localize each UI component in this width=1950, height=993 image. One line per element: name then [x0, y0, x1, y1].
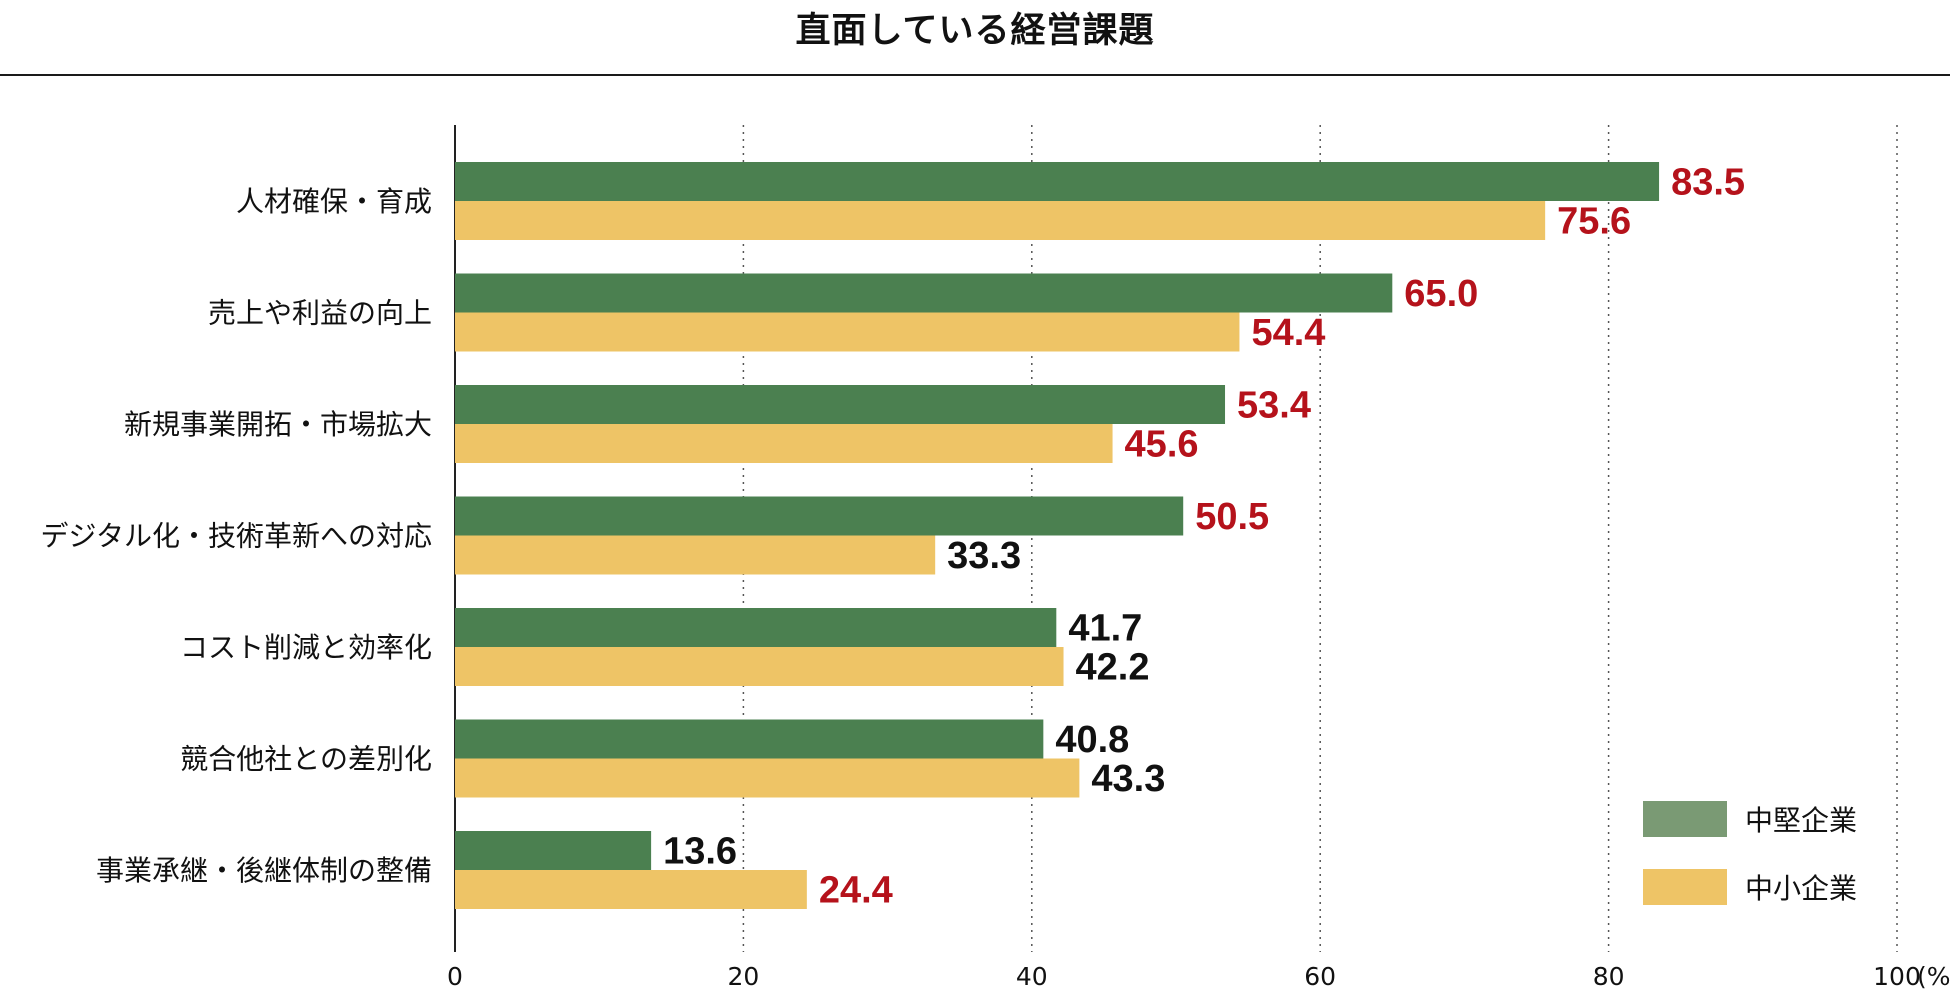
x-tick-label-60: 60: [1304, 962, 1336, 991]
category-label-1: 売上や利益の向上: [208, 297, 432, 330]
x-tick-label-20: 20: [727, 962, 759, 991]
value-label-chuken-3: 50.5: [1195, 496, 1269, 538]
value-label-chusho-2: 45.6: [1125, 424, 1199, 466]
x-tick-label-80: 80: [1593, 962, 1625, 991]
value-label-chusho-5: 43.3: [1091, 758, 1165, 800]
value-label-chuken-0: 83.5: [1671, 162, 1745, 204]
bar-chusho-5: [455, 758, 1080, 798]
bar-chuken-4: [455, 608, 1057, 647]
x-tick-label-40: 40: [1016, 962, 1048, 991]
value-label-chusho-0: 75.6: [1557, 201, 1631, 243]
legend-swatch-chuken: [1643, 801, 1727, 837]
value-label-chusho-3: 33.3: [947, 535, 1021, 577]
bar-chusho-3: [455, 535, 936, 575]
bar-chuken-3: [455, 496, 1184, 536]
legend-label-chuken: 中堅企業: [1745, 804, 1857, 837]
category-label-3: デジタル化・技術革新への対応: [41, 520, 432, 553]
category-label-5: 競合他社との差別化: [180, 743, 432, 776]
category-label-4: コスト削減と効率化: [180, 631, 432, 664]
bars: [455, 162, 1660, 909]
bar-chuken-0: [455, 162, 1660, 201]
bar-chuken-1: [455, 273, 1393, 313]
category-label-0: 人材確保・育成: [236, 185, 432, 218]
bar-chusho-1: [455, 312, 1240, 352]
x-axis-ticks: 0 20 40 60 80 100(%): [447, 962, 1950, 991]
value-label-chuken-5: 40.8: [1055, 719, 1129, 761]
legend-label-chusho: 中小企業: [1745, 872, 1857, 905]
x-axis-unit: (%): [1917, 962, 1950, 991]
value-label-chuken-1: 65.0: [1404, 273, 1478, 315]
chart-title: 直面している経営課題: [795, 11, 1155, 51]
value-label-chusho-4: 42.2: [1076, 647, 1150, 689]
x-tick-label-0: 0: [447, 962, 463, 991]
bar-chusho-0: [455, 201, 1546, 240]
category-label-2: 新規事業開拓・市場拡大: [124, 408, 432, 441]
bar-chusho-2: [455, 424, 1113, 463]
bar-chuken-2: [455, 385, 1226, 424]
value-label-chuken-6: 13.6: [663, 831, 737, 873]
value-labels: 83.5 75.6 65.0 54.4 53.4 45.6 50.5 33.3 41.742.2…: [663, 162, 1745, 912]
value-label-chusho-1: 54.4: [1251, 312, 1325, 354]
bar-chusho-4: [455, 647, 1064, 686]
value-label-chuken-4: 41.7: [1068, 608, 1142, 650]
bar-chuken-6: [455, 831, 652, 870]
title-divider: [0, 74, 1950, 76]
x-tick-label-100: 100: [1873, 962, 1921, 991]
legend-swatch-chusho: [1643, 869, 1727, 905]
category-label-6: 事業承継・後継体制の整備: [96, 854, 432, 887]
value-label-chuken-2: 53.4: [1237, 385, 1311, 427]
category-labels: 人材確保・育成売上や利益の向上新規事業開拓・市場拡大デジタル化・技術革新への対応…: [41, 185, 432, 887]
value-label-chusho-6: 24.4: [819, 870, 893, 912]
bar-chuken-5: [455, 719, 1044, 759]
bar-chusho-6: [455, 870, 807, 909]
